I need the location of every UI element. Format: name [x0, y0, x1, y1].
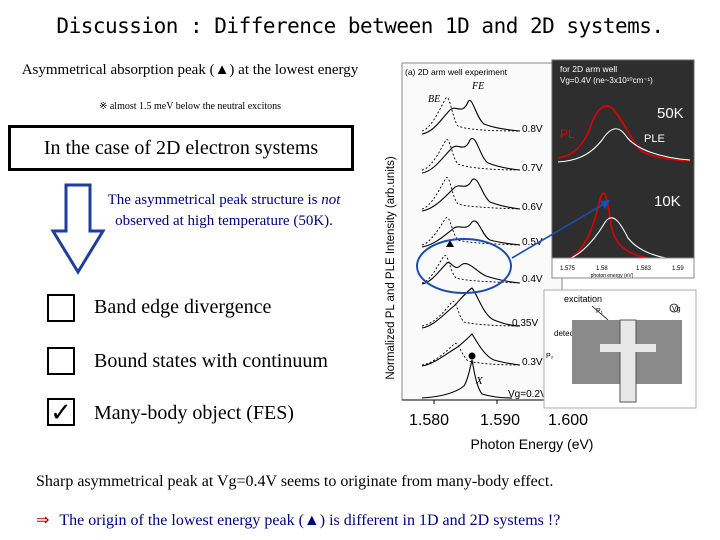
- pl-trace: [421, 139, 521, 171]
- pl-trace: [421, 301, 521, 327]
- temp-label-50k: 50K: [657, 105, 684, 122]
- voltage-label: 0.8V: [522, 124, 543, 135]
- y-axis-label: Normalized PL and PLE Intensity (arb.uni…: [385, 156, 397, 379]
- conclusion-text: Sharp asymmetrical peak at Vg=0.4V seems…: [36, 473, 554, 490]
- peak-dot-icon: [468, 352, 476, 360]
- highlight-ellipse: [416, 238, 512, 294]
- inset-tick-label: 1.575: [560, 266, 576, 272]
- pl-trace: [421, 342, 521, 366]
- fe-label: FE: [471, 81, 484, 92]
- x-tick-label: 1.600: [548, 412, 588, 429]
- inset-tick-label: 1.58: [596, 266, 608, 272]
- voltage-label: 0.3V: [522, 357, 543, 368]
- pl-ple-inset: [551, 59, 695, 271]
- asym-peak-text: Asymmetrical absorption peak (▲) at the …: [21, 62, 359, 78]
- gate-source-icon: [669, 303, 679, 313]
- case-2d-box: In the case of 2D electron systems: [8, 125, 354, 171]
- note-text: ※ almost 1.5 meV below the neutral excit…: [98, 101, 282, 112]
- checkbox-fes-checked[interactable]: ✓: [47, 398, 75, 426]
- spectra-figure: Normalized PL and PLE Intensity (arb.uni…: [385, 59, 697, 452]
- inset-caption: Vg=0.4V (ne~3x10¹⁰cm⁻¹): [560, 76, 653, 85]
- main-plot-frame: [401, 62, 563, 401]
- excitation-label: excitation: [564, 294, 602, 304]
- inset-x-axis-title: photon energy (eV): [591, 273, 634, 279]
- x-tick-label: 1.580: [409, 412, 449, 429]
- inset-tick-label: 1.59: [672, 266, 684, 272]
- inset-tick-label: 1.583: [636, 266, 652, 272]
- spectrum-trace: [421, 220, 521, 248]
- ple-10k-trace: [557, 217, 691, 263]
- ple-label: PLE: [644, 133, 665, 145]
- voltage-label: 0.5V: [522, 237, 543, 248]
- checkbox-bound-states[interactable]: [47, 347, 75, 375]
- temp-label-10k: 10K: [654, 193, 681, 210]
- pl-label: PL: [560, 127, 575, 141]
- question-text: ⇒ The origin of the lowest energy peak (▲…: [36, 512, 561, 529]
- x-peak-label: X: [475, 375, 484, 387]
- panel-label: (a) 2D arm well experiment: [405, 67, 508, 77]
- voltage-label: Vg=0.2V: [508, 389, 547, 400]
- detect-label: detect: [554, 329, 577, 338]
- arrowhead-icon: [600, 200, 610, 209]
- checkbox-band-edge[interactable]: [47, 294, 75, 322]
- option-bound-states: Bound states with continuum: [94, 350, 328, 372]
- slide-title: Discussion : Difference between 1D and 2…: [56, 14, 664, 38]
- option-fes: Many-body object (FES): [94, 402, 294, 424]
- pl-10k-trace: [557, 192, 691, 264]
- down-arrow-icon: [50, 183, 106, 275]
- spectrum-trace: [421, 359, 513, 399]
- stem-well: [600, 344, 656, 352]
- voltage-label: 0.6V: [522, 202, 543, 213]
- p1-label: P₁: [596, 308, 604, 315]
- spectrum-trace: [421, 178, 521, 212]
- spectrum-trace: [421, 262, 521, 285]
- ple-50k-trace: [557, 128, 691, 163]
- option-band-edge: Band edge divergence: [94, 296, 272, 318]
- implies-arrow-icon: ⇒: [36, 512, 50, 529]
- x-axis-title: Photon Energy (eV): [471, 436, 594, 452]
- inset-caption: for 2D arm well: [560, 64, 617, 74]
- beam-line: [591, 305, 609, 321]
- pl-trace: [421, 97, 521, 132]
- x-tick-label: 1.590: [480, 412, 520, 429]
- voltage-label: 0.35V: [512, 318, 538, 329]
- p2-label: P₂: [546, 353, 554, 360]
- high-temp-text: The asymmetrical peak structure is not o…: [107, 192, 341, 229]
- voltage-label: 0.7V: [522, 163, 543, 174]
- spectrum-trace: [421, 137, 521, 174]
- voltage-label: 0.4V: [522, 274, 543, 285]
- spectrum-trace: [421, 287, 521, 329]
- link-arrow: [511, 203, 605, 259]
- be-label: BE: [428, 94, 440, 105]
- inset-axis-strip: [551, 257, 695, 279]
- pl-50k-trace: [557, 105, 691, 162]
- spectrum-trace: [421, 99, 521, 135]
- arm-well: [619, 319, 637, 403]
- vg-label: Vg: [672, 306, 681, 313]
- spectrum-trace: [421, 333, 521, 367]
- peak-triangle-icon: [446, 240, 454, 247]
